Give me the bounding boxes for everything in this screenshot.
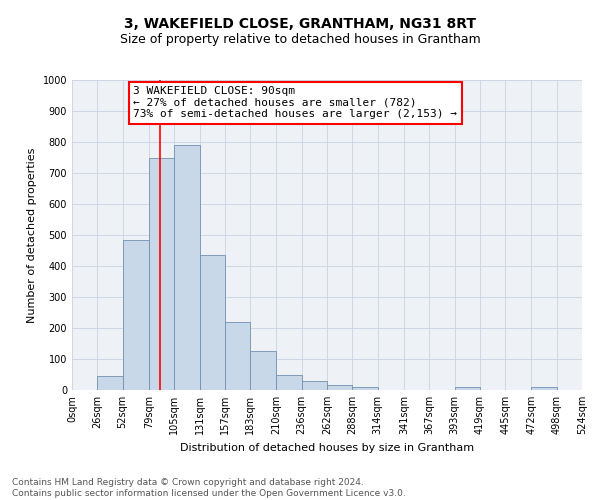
Text: Contains HM Land Registry data © Crown copyright and database right 2024.
Contai: Contains HM Land Registry data © Crown c… xyxy=(12,478,406,498)
Bar xyxy=(250,351,277,390)
Bar xyxy=(225,322,250,390)
X-axis label: Distribution of detached houses by size in Grantham: Distribution of detached houses by size … xyxy=(180,442,474,452)
Bar xyxy=(532,387,557,390)
Bar xyxy=(122,240,149,390)
Bar xyxy=(149,158,174,390)
Bar xyxy=(302,380,327,390)
Y-axis label: Number of detached properties: Number of detached properties xyxy=(27,148,37,322)
Bar xyxy=(352,387,377,390)
Bar xyxy=(455,387,480,390)
Bar xyxy=(199,255,225,390)
Bar xyxy=(174,145,200,390)
Text: Size of property relative to detached houses in Grantham: Size of property relative to detached ho… xyxy=(119,32,481,46)
Text: 3 WAKEFIELD CLOSE: 90sqm
← 27% of detached houses are smaller (782)
73% of semi-: 3 WAKEFIELD CLOSE: 90sqm ← 27% of detach… xyxy=(133,86,457,120)
Bar xyxy=(277,374,302,390)
Bar xyxy=(327,386,352,390)
Bar xyxy=(97,376,122,390)
Text: 3, WAKEFIELD CLOSE, GRANTHAM, NG31 8RT: 3, WAKEFIELD CLOSE, GRANTHAM, NG31 8RT xyxy=(124,18,476,32)
